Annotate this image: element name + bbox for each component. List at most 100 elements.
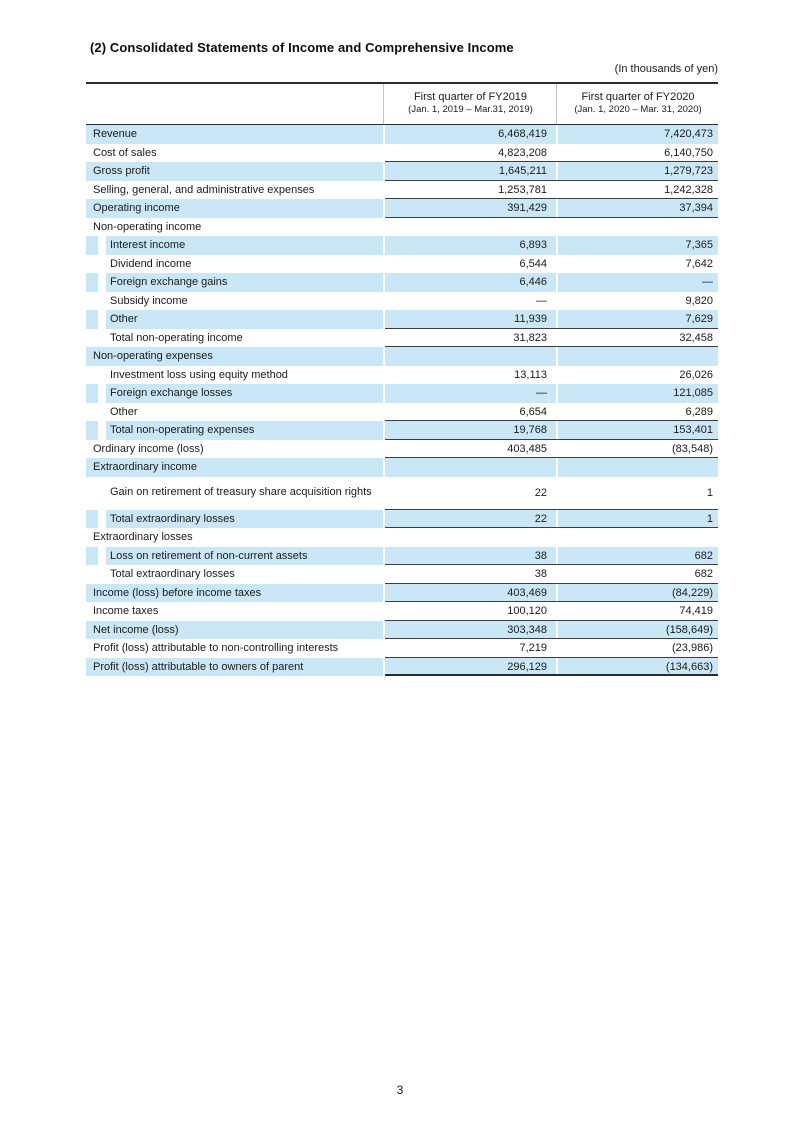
row-indent-marker bbox=[86, 366, 98, 385]
value-fy2020 bbox=[558, 347, 718, 366]
row-label: Non-operating expenses bbox=[86, 347, 383, 366]
col-header-fy2019-period: (Jan. 1, 2019 – Mar.31, 2019) bbox=[408, 104, 533, 115]
column-gap bbox=[556, 254, 558, 273]
row-label: Foreign exchange losses bbox=[106, 384, 383, 403]
row-label: Foreign exchange gains bbox=[106, 273, 383, 292]
col-header-fy2020: First quarter of FY2020 (Jan. 1, 2020 – … bbox=[558, 90, 718, 116]
row-values: 6,446— bbox=[385, 273, 718, 292]
value-fy2019: 6,544 bbox=[519, 257, 547, 270]
value-fy2019 bbox=[385, 218, 556, 237]
table-row: Extraordinary income bbox=[86, 458, 718, 477]
row-label: Net income (loss) bbox=[86, 620, 383, 639]
row-label: Operating income bbox=[86, 199, 383, 218]
row-label: Non-operating income bbox=[93, 220, 202, 233]
table-row: Investment loss using equity method 13,11… bbox=[86, 365, 718, 385]
row-values bbox=[385, 528, 718, 547]
column-gap bbox=[556, 476, 558, 509]
row-values bbox=[385, 347, 718, 366]
column-gap bbox=[556, 565, 558, 583]
row-indent-marker bbox=[86, 310, 98, 329]
row-label: Other bbox=[106, 310, 383, 329]
column-gap bbox=[556, 199, 558, 217]
value-fy2019: 22 bbox=[534, 486, 547, 499]
column-gap bbox=[556, 347, 558, 366]
value-fy2019: 1,645,211 bbox=[385, 162, 556, 180]
value-fy2020: 1 bbox=[706, 486, 713, 499]
value-fy2019: 31,823 bbox=[513, 331, 547, 344]
value-fy2019: 6,654 bbox=[519, 405, 547, 418]
row-label: Profit (loss) attributable to owners of … bbox=[86, 657, 383, 676]
value-fy2020: 6,289 bbox=[685, 405, 713, 418]
column-gap bbox=[383, 328, 385, 347]
row-values: 296,129 (134,663) bbox=[385, 657, 718, 676]
row-indent-marker bbox=[86, 546, 98, 565]
value-fy2020: 74,419 bbox=[679, 605, 713, 617]
row-label: Ordinary income (loss) bbox=[93, 442, 204, 455]
column-gap bbox=[383, 657, 385, 676]
column-gap bbox=[556, 583, 558, 601]
row-values bbox=[385, 458, 718, 477]
table-row: Gross profit 1,645,211 1,279,723 bbox=[86, 162, 718, 181]
column-gap bbox=[556, 528, 558, 547]
column-gap bbox=[556, 620, 558, 638]
value-fy2020: 682 bbox=[558, 546, 718, 564]
row-indent-marker bbox=[86, 255, 98, 274]
row-indent-marker bbox=[86, 477, 98, 510]
value-fy2020: 7,629 bbox=[558, 310, 718, 328]
row-values: 7,219 (23,986) bbox=[385, 639, 718, 658]
value-fy2019: 391,429 bbox=[385, 199, 556, 217]
value-fy2020 bbox=[558, 528, 718, 547]
column-gap bbox=[556, 125, 558, 144]
row-indent-gap bbox=[98, 310, 106, 329]
row-indent-marker bbox=[86, 236, 98, 255]
column-gap bbox=[556, 180, 558, 198]
row-label: Investment loss using equity method bbox=[110, 368, 288, 381]
row-label: Extraordinary income bbox=[86, 458, 383, 477]
table-row: Total non-operating income 31,823 32,458 bbox=[86, 328, 718, 347]
unit-note: (In thousands of yen) bbox=[614, 63, 718, 75]
column-gap bbox=[383, 546, 385, 565]
column-gap bbox=[556, 291, 558, 310]
column-gap bbox=[556, 236, 558, 255]
row-values: 391,429 37,394 bbox=[385, 199, 718, 218]
value-fy2019: 1,253,781 bbox=[498, 183, 547, 196]
table-row: Revenue 6,468,419 7,420,473 bbox=[86, 125, 718, 144]
row-indent-marker bbox=[86, 421, 98, 440]
value-fy2020: (83,548) bbox=[672, 442, 713, 455]
col-header-fy2020-label: First quarter of FY2020 bbox=[581, 91, 695, 103]
table-row: Selling, general, and administrative exp… bbox=[86, 180, 718, 199]
column-gap bbox=[383, 528, 385, 547]
row-indent-gap bbox=[98, 509, 106, 528]
column-gap bbox=[556, 402, 558, 420]
column-gap bbox=[383, 273, 385, 292]
row-values: 22 1 bbox=[385, 476, 718, 510]
column-gap bbox=[383, 620, 385, 639]
column-gap bbox=[383, 143, 385, 162]
row-indent-gap bbox=[98, 476, 106, 510]
table-row: Cost of sales 4,823,208 6,140,750 bbox=[86, 143, 718, 162]
table-row: Non-operating expenses bbox=[86, 347, 718, 366]
column-gap bbox=[383, 565, 385, 584]
column-gap bbox=[556, 657, 558, 674]
value-fy2019: 6,893 bbox=[385, 236, 556, 255]
table-row: Subsidy income — 9,820 bbox=[86, 291, 718, 310]
table-row: Total extraordinary losses 22 1 bbox=[86, 509, 718, 528]
column-gap bbox=[383, 439, 385, 458]
row-indent-gap bbox=[98, 291, 106, 310]
row-indent-gap bbox=[98, 328, 106, 347]
column-gap bbox=[383, 458, 385, 477]
value-fy2020: 1,279,723 bbox=[558, 162, 718, 180]
row-label: Total non-operating expenses bbox=[106, 421, 383, 440]
table-row: Total extraordinary losses 38 682 bbox=[86, 565, 718, 584]
value-fy2020: 1 bbox=[558, 509, 718, 527]
row-indent-marker bbox=[86, 565, 98, 584]
column-gap bbox=[556, 328, 558, 346]
value-fy2019 bbox=[385, 347, 556, 366]
table-row: Operating income 391,429 37,394 bbox=[86, 199, 718, 218]
col-header-fy2019-label: First quarter of FY2019 bbox=[413, 91, 528, 103]
column-gap bbox=[383, 509, 385, 528]
table-row: Other 11,939 7,629 bbox=[86, 310, 718, 329]
value-fy2019: 7,219 bbox=[519, 642, 547, 654]
value-fy2019 bbox=[385, 528, 556, 547]
column-gap bbox=[556, 546, 558, 564]
